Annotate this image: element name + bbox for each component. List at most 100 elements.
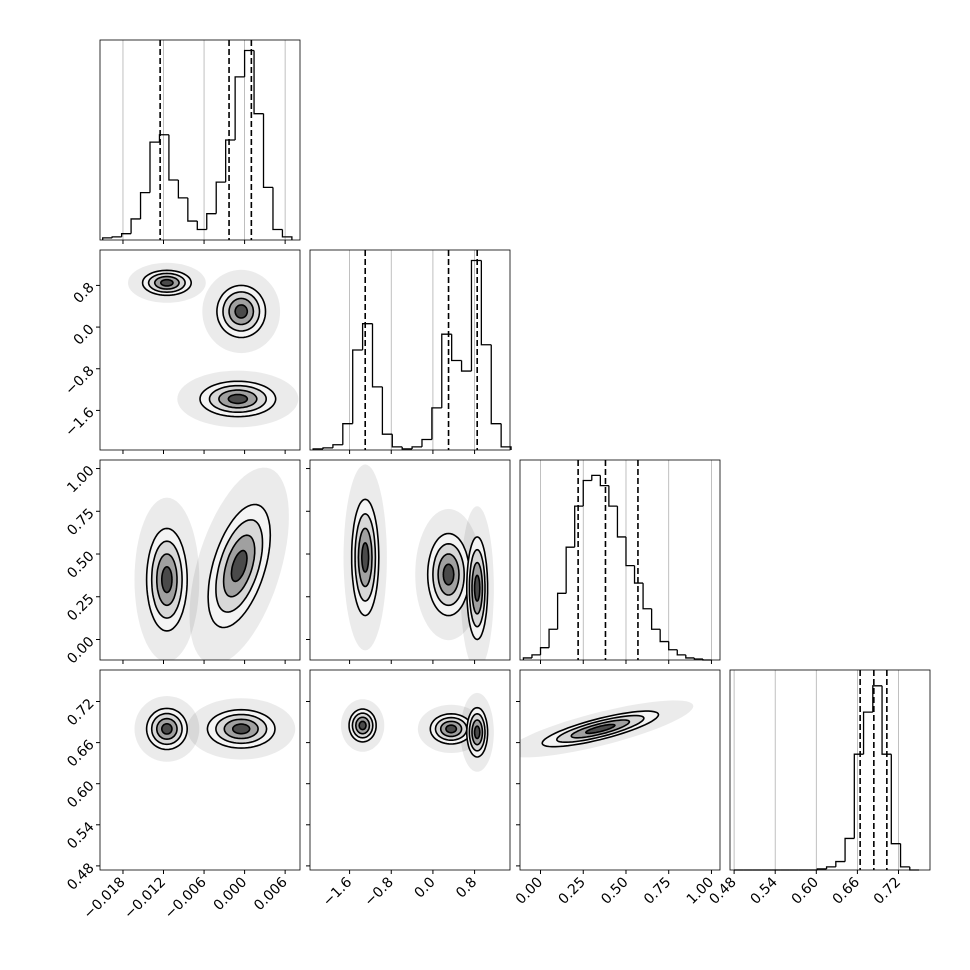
histogram-bin xyxy=(421,438,432,447)
y-tick-label: 1.00 xyxy=(64,463,97,496)
contour xyxy=(160,278,174,287)
x-tick-label: 0.72 xyxy=(871,874,904,907)
histogram-bin xyxy=(685,654,695,659)
panel-frame xyxy=(99,669,301,871)
histogram-bin xyxy=(225,139,236,183)
panel-frame xyxy=(519,459,721,661)
x-tick-label: −0.006 xyxy=(162,874,210,922)
x-tick-label: 0.54 xyxy=(748,874,781,907)
y-tick-label: 0.00 xyxy=(64,634,97,667)
y-tick-label: 0.25 xyxy=(64,591,97,624)
histogram-bin xyxy=(539,647,550,655)
x-tick-label: 0.25 xyxy=(556,874,589,907)
y-tick-label: 0.60 xyxy=(64,778,97,811)
y-tick-label: 0.50 xyxy=(64,548,97,581)
histogram-bin xyxy=(322,447,333,449)
y-tick-label: 0.0 xyxy=(71,321,98,348)
histogram-bin xyxy=(460,360,472,372)
histogram-bin xyxy=(401,446,413,450)
histogram-bin xyxy=(608,485,618,507)
histogram-bin xyxy=(272,187,283,231)
histogram-bin xyxy=(196,221,207,231)
histogram-bin xyxy=(582,479,592,507)
contour xyxy=(442,563,455,586)
histogram-bin xyxy=(872,685,883,713)
x-tick-label: −0.018 xyxy=(81,874,129,922)
histogram-bin xyxy=(168,134,179,181)
histogram-bin xyxy=(451,334,462,362)
histogram-bin xyxy=(574,505,584,548)
histogram-bin xyxy=(591,474,601,481)
density xyxy=(134,467,289,660)
histogram-bin xyxy=(693,657,703,660)
density xyxy=(340,692,494,772)
histogram-bin xyxy=(234,76,245,140)
histogram-bin xyxy=(187,197,198,222)
panel-frame xyxy=(729,669,931,871)
x-tick-label: 0.8 xyxy=(453,874,480,901)
histogram-bin xyxy=(139,191,150,219)
density xyxy=(520,700,694,758)
contour xyxy=(230,549,248,583)
panel-frame xyxy=(99,459,301,661)
y-tick-label: 0.72 xyxy=(64,696,97,729)
panel-frame xyxy=(99,249,301,451)
histogram-bin xyxy=(522,657,532,660)
histogram-bin xyxy=(361,323,373,350)
x-tick-label: −0.8 xyxy=(362,874,397,909)
histogram-bin xyxy=(531,654,541,658)
y-tick-label: 0.66 xyxy=(64,737,97,770)
histogram-bin xyxy=(625,536,635,567)
histogram-bin xyxy=(862,711,873,755)
histogram-bin xyxy=(332,444,343,448)
histogram-bin xyxy=(149,141,160,193)
contour xyxy=(161,565,173,594)
histogram-bin xyxy=(342,423,353,445)
y-tick-label: −0.8 xyxy=(62,363,97,398)
histogram-bin xyxy=(352,349,363,424)
x-tick-label: 0.006 xyxy=(251,874,291,914)
histogram-bin xyxy=(371,323,383,388)
panel-frame xyxy=(519,669,721,871)
density xyxy=(134,696,296,762)
contour xyxy=(361,542,370,573)
x-tick-label: −1.6 xyxy=(320,874,355,909)
histogram-bin xyxy=(565,546,575,594)
histogram-bin xyxy=(391,434,403,448)
histogram-bin xyxy=(844,837,855,862)
contour xyxy=(473,574,481,602)
y-tick-label: 0.8 xyxy=(71,280,98,307)
histogram-bin xyxy=(111,236,122,238)
histogram-bin xyxy=(909,866,920,871)
histogram-bin xyxy=(881,685,892,755)
histogram-bin xyxy=(642,583,652,610)
histogram-bin xyxy=(470,259,482,372)
histogram-bin xyxy=(441,333,452,408)
histogram-bin xyxy=(659,629,669,643)
histogram-bin xyxy=(650,608,661,630)
histogram-bin xyxy=(853,753,864,839)
contour xyxy=(584,723,616,735)
histogram-bin xyxy=(633,565,644,584)
contour xyxy=(445,724,458,734)
histogram-bin xyxy=(599,475,609,487)
histogram-bin xyxy=(548,628,558,648)
histogram-bin xyxy=(500,423,512,450)
histogram-bin xyxy=(381,386,393,435)
y-tick-label: 0.48 xyxy=(64,860,97,893)
panel-frame xyxy=(309,669,511,871)
contour xyxy=(234,304,249,319)
histogram-bin xyxy=(120,233,132,237)
histogram-bin xyxy=(676,649,686,656)
histogram-bin xyxy=(490,344,502,425)
histogram-bin xyxy=(102,237,113,240)
histogram-bin xyxy=(281,229,293,240)
histogram-bin xyxy=(130,218,141,234)
histogram-bin xyxy=(616,506,626,538)
panel-frame xyxy=(99,39,301,241)
histogram-bin xyxy=(556,592,567,630)
y-tick-label: −1.6 xyxy=(62,405,97,440)
contour xyxy=(161,723,173,735)
histogram-bin xyxy=(899,843,910,868)
